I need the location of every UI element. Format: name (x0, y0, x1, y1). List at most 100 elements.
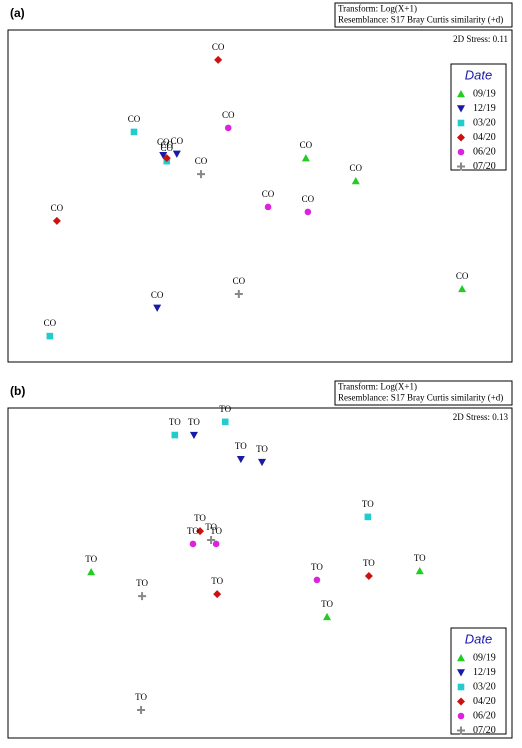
data-point (153, 304, 162, 312)
data-point (224, 124, 232, 132)
data-point (364, 513, 372, 521)
data-point (214, 55, 223, 64)
data-point (221, 418, 229, 426)
data-point (458, 284, 467, 293)
point-label: TO (188, 417, 200, 427)
data-point (234, 289, 243, 298)
point-label: CO (161, 143, 174, 153)
data-point (415, 567, 424, 575)
legend-symbol (457, 133, 465, 142)
data-point (313, 576, 321, 584)
point-label: TO (235, 441, 247, 451)
point-label: CO (302, 194, 315, 204)
legend-title: Date (465, 631, 492, 646)
legend-label: 03/20 (473, 117, 496, 128)
point-label: CO (262, 189, 275, 199)
data-point (236, 455, 245, 464)
data-point (212, 540, 220, 548)
data-point (171, 431, 179, 439)
resemblance-text: Resemblance: S17 Bray Curtis similarity … (338, 15, 503, 25)
point-label: CO (151, 290, 164, 300)
info-box (334, 380, 513, 406)
stress-text: 2D Stress: 0.13 (453, 412, 509, 422)
point-label: CO (44, 318, 57, 328)
data-point (213, 590, 222, 599)
data-point (137, 705, 146, 714)
point-label: TO (169, 417, 181, 427)
legend-label: 07/20 (473, 161, 496, 172)
legend-label: 12/19 (473, 103, 496, 114)
data-point (323, 612, 332, 621)
resemblance-text: Resemblance: S17 Bray Curtis similarity … (338, 393, 503, 403)
panel-label: (a) (10, 6, 25, 20)
point-label: CO (171, 136, 184, 146)
point-label: CO (157, 137, 170, 147)
plot-frame (7, 29, 513, 363)
data-point (189, 431, 198, 440)
legend-title: Date (465, 67, 492, 82)
point-label: TO (311, 562, 323, 572)
point-label: CO (233, 276, 246, 286)
point-label: TO (256, 444, 268, 454)
data-point (364, 571, 373, 580)
legend-symbol (457, 683, 465, 691)
point-label: TO (194, 513, 206, 523)
legend-symbol (457, 697, 465, 706)
point-label: TO (414, 553, 426, 563)
legend-symbol (457, 712, 465, 720)
legend-symbol (457, 105, 465, 113)
data-point (351, 177, 360, 185)
legend-label: 06/20 (473, 710, 496, 721)
legend-label: 09/19 (473, 652, 496, 663)
legend-symbol (457, 162, 465, 171)
data-point (172, 150, 181, 158)
data-point (197, 170, 206, 179)
point-label: TO (187, 526, 199, 536)
legend-label: 04/20 (473, 696, 496, 707)
point-label: CO (212, 42, 225, 52)
data-point (46, 332, 54, 340)
point-label: TO (136, 578, 148, 588)
legend-label: 04/20 (473, 132, 496, 143)
legend-symbol (457, 119, 465, 127)
data-point (162, 154, 171, 163)
data-point (207, 536, 216, 544)
legend-symbol (457, 669, 465, 677)
legend-symbol (457, 148, 465, 156)
point-label: TO (362, 499, 374, 509)
data-point (130, 128, 138, 136)
legend-label: 09/19 (473, 88, 496, 99)
legend-box (450, 627, 507, 735)
data-point (264, 203, 272, 211)
point-label: TO (219, 404, 231, 414)
point-label: CO (161, 140, 174, 150)
legend-symbol (457, 90, 465, 98)
transform-text: Transform: Log(X+1) (338, 382, 417, 392)
stress-text: 2D Stress: 0.11 (453, 34, 508, 44)
point-label: TO (205, 522, 217, 532)
point-label: TO (321, 599, 333, 609)
data-point (52, 216, 61, 225)
point-label: CO (456, 271, 469, 281)
point-label: TO (85, 554, 97, 564)
point-label: CO (350, 163, 363, 173)
panel-label: (b) (10, 384, 25, 398)
data-point (301, 154, 310, 162)
data-point (87, 568, 96, 576)
data-point (189, 540, 197, 548)
legend-label: 12/19 (473, 667, 496, 678)
data-point (196, 527, 205, 536)
point-label: CO (195, 156, 208, 166)
info-box (334, 2, 513, 28)
point-label: TO (363, 558, 375, 568)
point-label: CO (51, 203, 64, 213)
point-label: CO (128, 114, 141, 124)
point-label: TO (211, 576, 223, 586)
plot-frame (7, 407, 513, 739)
legend-label: 03/20 (473, 681, 496, 692)
data-point (304, 208, 312, 216)
legend-symbol (457, 726, 465, 735)
point-label: CO (300, 140, 313, 150)
legend-label: 06/20 (473, 146, 496, 157)
